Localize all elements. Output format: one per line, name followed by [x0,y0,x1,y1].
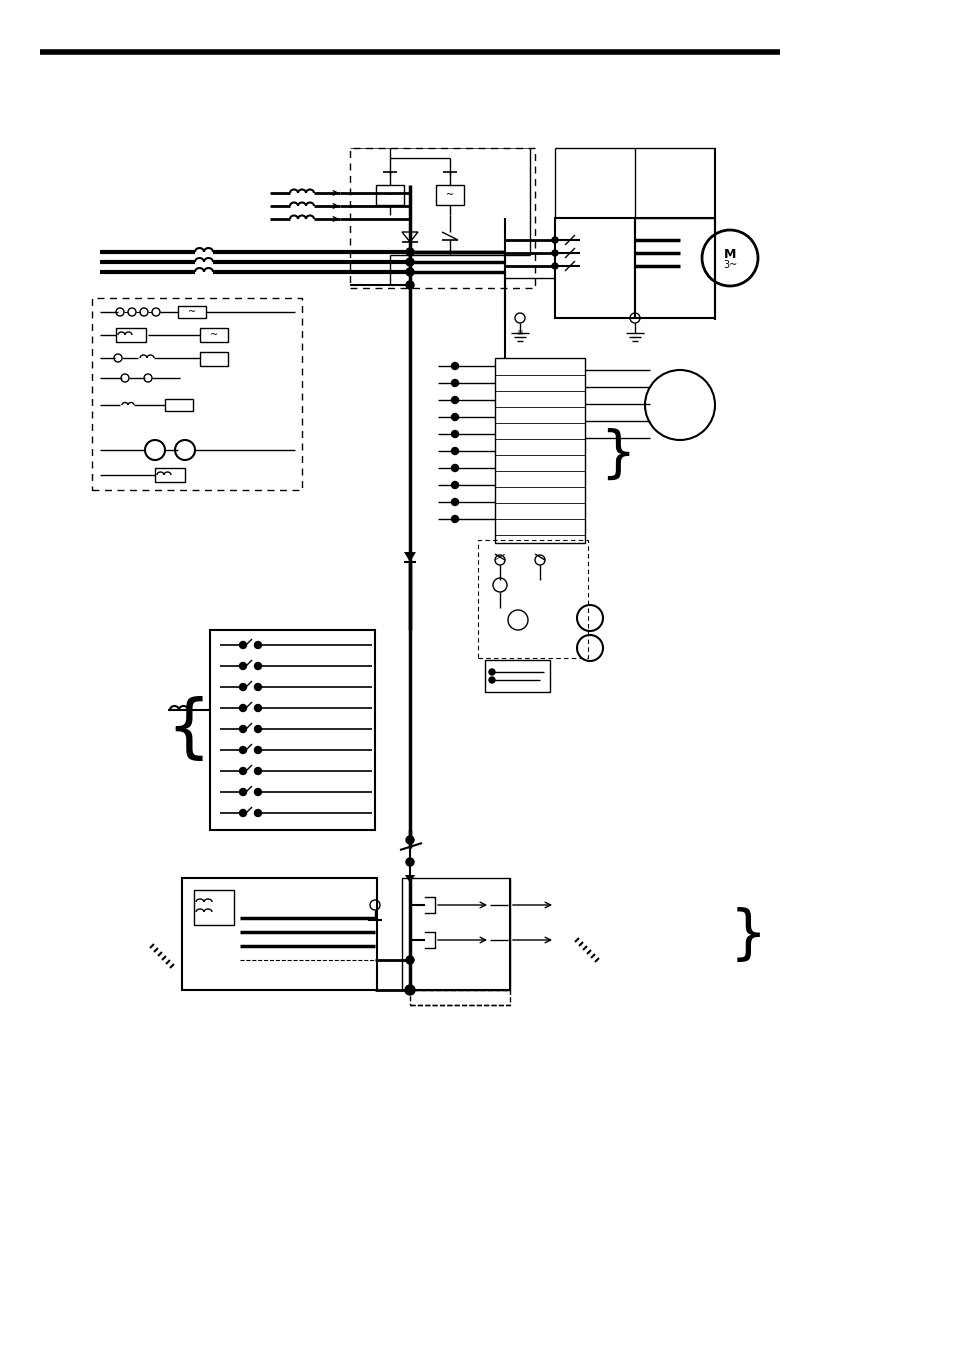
Circle shape [254,683,261,690]
Circle shape [451,397,458,404]
Text: 3~: 3~ [722,261,737,270]
Circle shape [406,836,414,844]
Circle shape [451,379,458,386]
Circle shape [406,269,414,275]
Circle shape [552,238,558,243]
Bar [200,328,228,342]
Circle shape [254,788,261,795]
Bar [165,400,193,410]
Bar [635,217,714,319]
Text: }: } [729,906,766,964]
Circle shape [489,670,495,675]
Polygon shape [405,875,415,883]
Circle shape [406,859,414,865]
Circle shape [451,498,458,505]
Circle shape [552,250,558,256]
Circle shape [489,676,495,683]
Circle shape [406,258,414,266]
Bar [210,630,375,830]
Polygon shape [403,552,416,562]
Bar [436,185,463,205]
Text: ~: ~ [445,190,454,200]
Bar [154,468,185,482]
Circle shape [451,516,458,522]
Circle shape [254,705,261,711]
Bar [200,352,228,366]
Circle shape [239,810,246,817]
Circle shape [239,788,246,795]
Circle shape [254,663,261,670]
Circle shape [254,641,261,648]
Circle shape [406,956,414,964]
Text: }: } [599,428,635,482]
Bar [375,185,403,205]
Circle shape [239,683,246,690]
Circle shape [239,747,246,753]
Text: ~: ~ [210,329,218,340]
Text: M: M [723,247,736,261]
Bar [477,540,587,657]
Text: ~: ~ [386,190,394,200]
Circle shape [451,464,458,471]
Circle shape [451,413,458,420]
Circle shape [451,482,458,489]
Bar [350,148,535,288]
Circle shape [239,663,246,670]
Circle shape [254,747,261,753]
Circle shape [239,768,246,775]
Bar [495,358,584,543]
Bar [193,890,233,925]
Circle shape [406,248,414,256]
Circle shape [239,725,246,733]
Text: III: III [517,329,522,336]
Circle shape [552,263,558,269]
Text: {: { [166,697,210,764]
Bar [410,990,510,1004]
Bar [555,217,635,319]
Bar [178,306,206,319]
Circle shape [239,641,246,648]
Bar [91,298,302,490]
Circle shape [405,986,415,995]
Circle shape [451,447,458,455]
Circle shape [254,725,261,733]
Circle shape [254,768,261,775]
Bar [484,660,550,693]
Circle shape [406,281,414,289]
Bar [116,328,146,342]
Circle shape [451,363,458,370]
Bar [401,878,510,990]
Text: ~: ~ [188,306,196,317]
Circle shape [254,810,261,817]
Circle shape [451,431,458,437]
Circle shape [239,705,246,711]
Bar [182,878,376,990]
